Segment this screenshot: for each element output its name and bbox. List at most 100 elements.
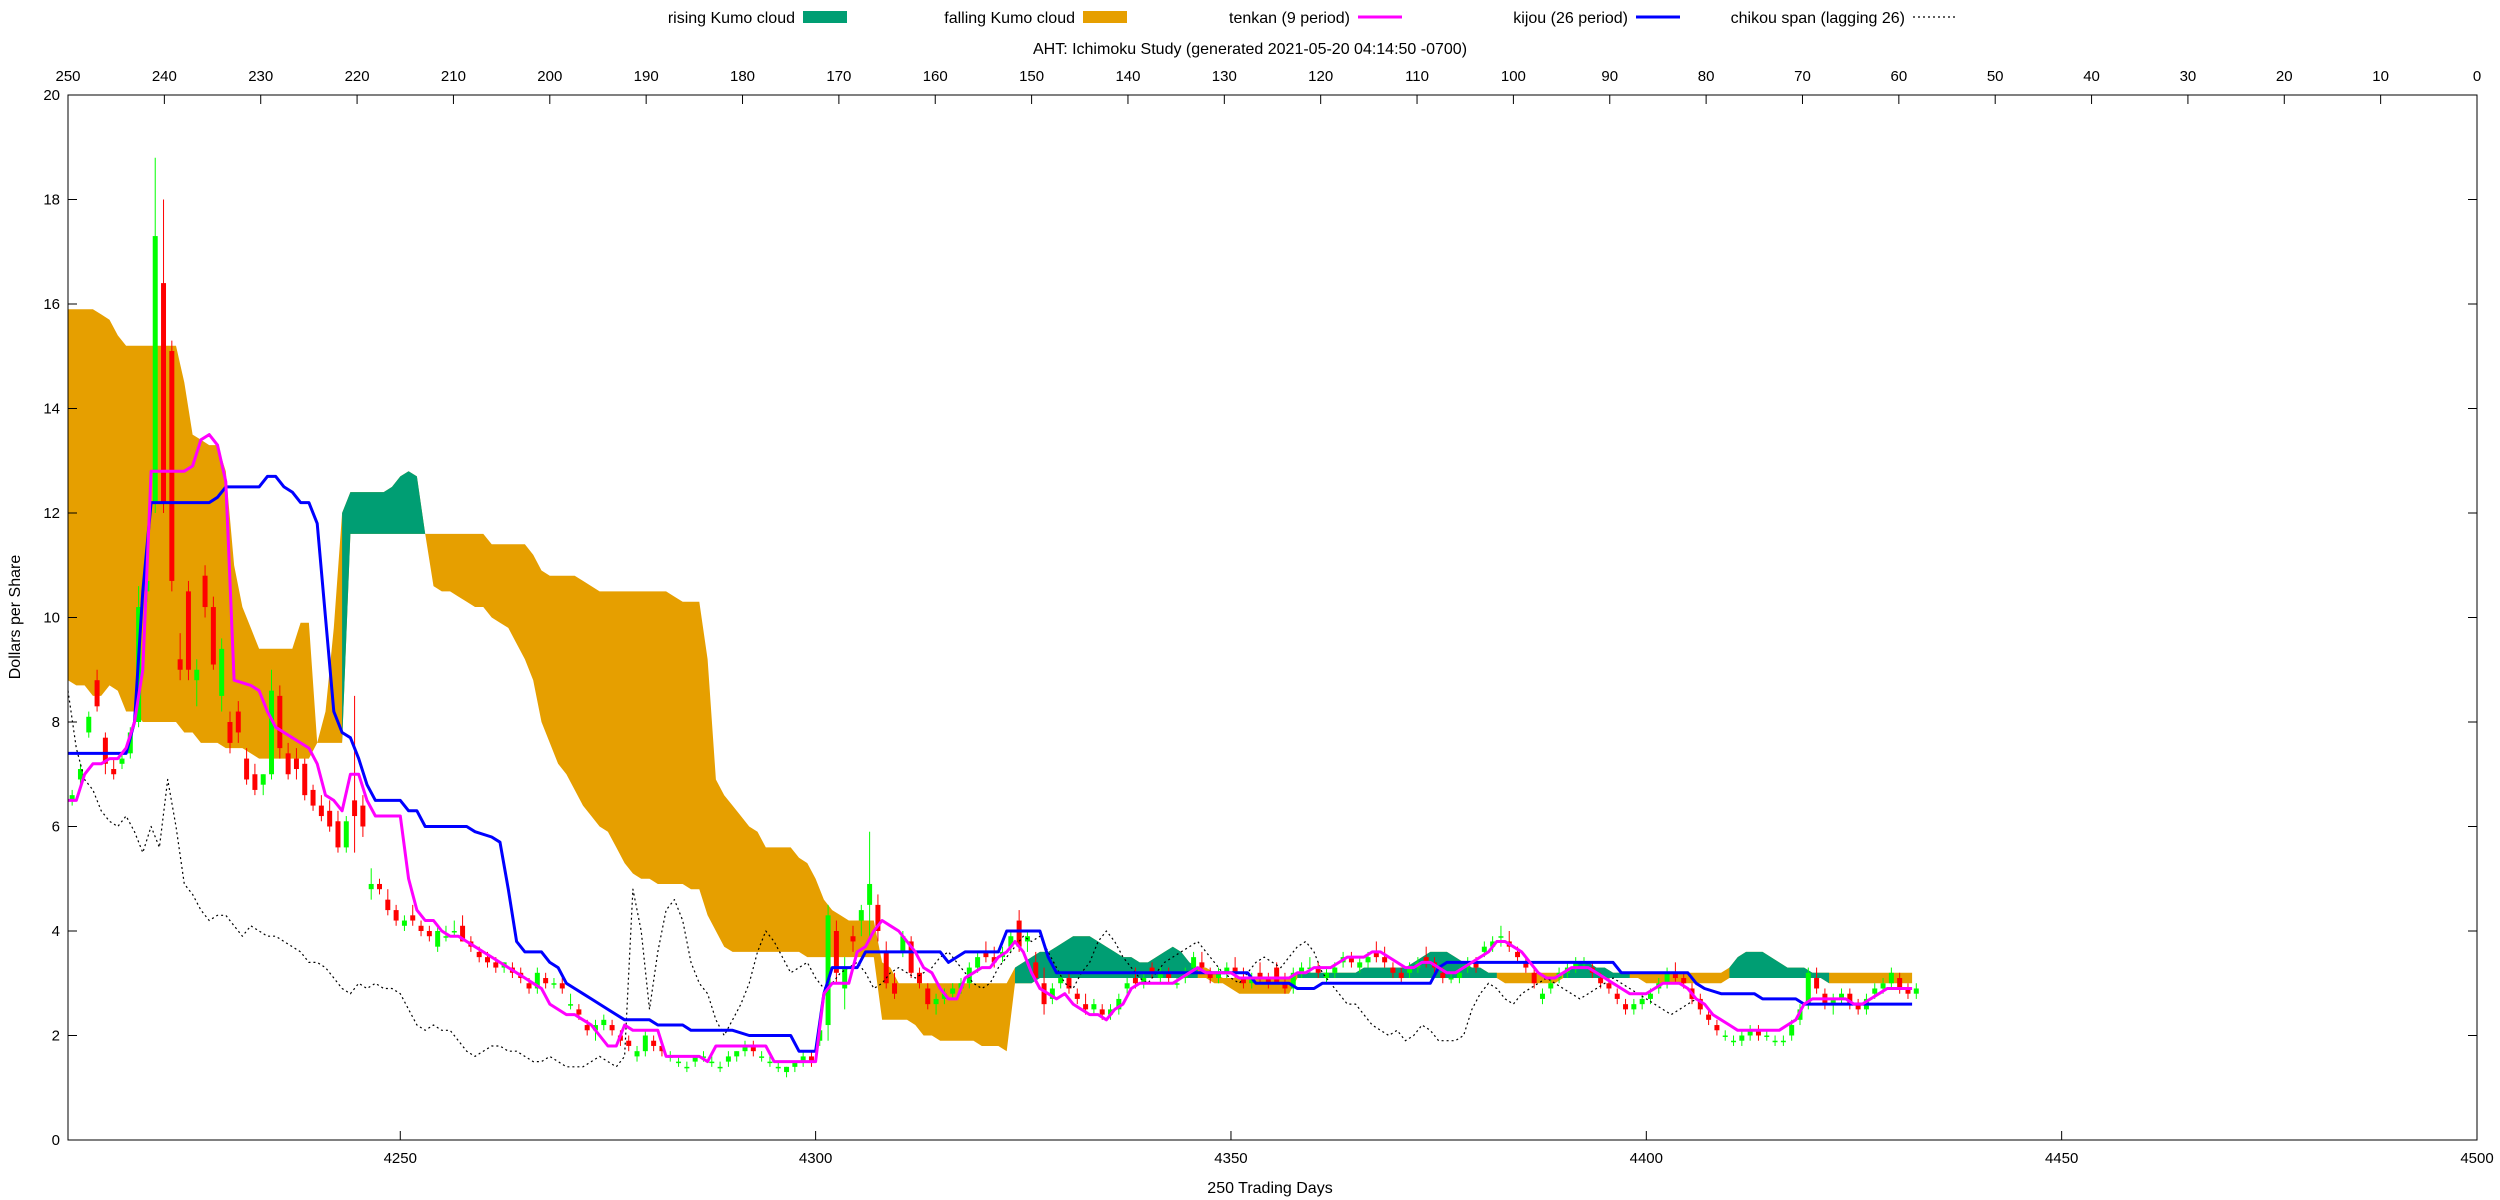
candle: [875, 894, 881, 942]
candle-down-body: [659, 1045, 665, 1052]
candle-up-body: [1091, 1004, 1097, 1010]
candle-up-body: [368, 883, 374, 890]
candle-up-body: [734, 1051, 740, 1057]
candle: [858, 904, 864, 937]
candle: [892, 972, 898, 999]
candle-up-body: [709, 1061, 715, 1064]
candle-down-body: [102, 737, 108, 764]
candle-up-body: [742, 1045, 748, 1052]
x2-tick-label: 220: [345, 68, 370, 85]
candle-up-body: [767, 1061, 773, 1064]
axes: 0 2 4 6 8 10 12 14 16 18 20 4250 4300 4350 4400 4450 450…: [43, 68, 2493, 1167]
candle-up-body: [1174, 983, 1180, 985]
candle-up-body: [867, 883, 873, 905]
y-tick-label: 16: [43, 296, 60, 313]
candle-down-body: [94, 680, 100, 707]
candle-up-body: [119, 758, 125, 764]
rising-kumo-cloud-5: [1729, 951, 1830, 984]
candle: [1124, 978, 1130, 994]
candle: [1216, 967, 1221, 984]
candle: [867, 831, 873, 942]
candle: [360, 795, 366, 837]
candle-down-body: [302, 763, 308, 796]
candle-down-body: [925, 988, 931, 1005]
candle: [451, 920, 457, 937]
candle-up-body: [1780, 1040, 1786, 1043]
candle: [1855, 998, 1861, 1015]
candle: [933, 993, 939, 1015]
candle-up-body: [1731, 1040, 1737, 1043]
candle: [950, 983, 956, 999]
candle-up-body: [1647, 993, 1653, 999]
candle: [1274, 962, 1280, 984]
candle: [1498, 925, 1504, 947]
candle-down-body: [244, 758, 250, 780]
candle-up-body: [1631, 1004, 1637, 1010]
candle: [1523, 957, 1529, 973]
candle-up-body: [1772, 1040, 1778, 1043]
candle-down-body: [327, 810, 333, 827]
candle-up-body: [1888, 972, 1894, 984]
candle: [1539, 988, 1545, 1005]
candle-down-body: [377, 883, 383, 890]
candle-down-body: [576, 1009, 582, 1015]
candle-up-body: [152, 236, 158, 503]
candle-up-body: [1872, 988, 1878, 994]
candle: [277, 685, 283, 759]
candle: [86, 711, 92, 738]
x-tick-label: 4300: [799, 1150, 832, 1167]
candle: [1141, 972, 1147, 989]
candle-down-body: [335, 821, 341, 848]
plot-area: [67, 157, 1919, 1078]
candle-down-body: [485, 957, 490, 963]
candle: [1731, 1035, 1737, 1046]
tenkan-line: [68, 433, 1913, 1064]
candle-down-body: [1099, 1009, 1105, 1015]
candle-up-body: [260, 774, 266, 785]
candle-down-body: [1423, 957, 1429, 963]
candle: [377, 878, 383, 895]
candle: [1706, 1009, 1712, 1026]
y-tick-label: 6: [52, 819, 60, 836]
candle-up-body: [443, 936, 449, 938]
candle-down-body: [202, 575, 208, 608]
candle: [750, 1040, 756, 1057]
candle: [1249, 972, 1255, 989]
candle-down-body: [1074, 993, 1080, 999]
candle: [343, 816, 349, 853]
x2-tick-label: 90: [1601, 68, 1618, 85]
candle-up-body: [1124, 983, 1130, 989]
candle-up-body: [1498, 936, 1504, 938]
candle: [111, 758, 117, 780]
candle-down-body: [252, 774, 258, 790]
candle-up-body: [1448, 978, 1454, 980]
candle-up-body: [676, 1061, 682, 1064]
candle-down-body: [1257, 972, 1263, 979]
candle-down-body: [1066, 978, 1072, 989]
candle: [1108, 1004, 1114, 1020]
candle-up-body: [1332, 967, 1338, 973]
candle-up-body: [950, 988, 956, 994]
candle-up-body: [1141, 978, 1147, 984]
candle-down-body: [493, 962, 499, 968]
candle-up-body: [692, 1056, 698, 1062]
legend-entry: chikou span (lagging 26): [1731, 10, 1957, 27]
candle-down-body: [1398, 972, 1404, 979]
candle-up-body: [1116, 998, 1122, 1010]
candle-up-body: [933, 998, 939, 1005]
x-tick-label: 4500: [2460, 1150, 2493, 1167]
y-tick-label: 20: [43, 87, 60, 104]
candle: [269, 669, 275, 780]
candle-up-body: [634, 1051, 640, 1057]
candle-up-body: [1108, 1009, 1114, 1015]
candle-up-body: [77, 769, 83, 780]
candle-up-body: [1639, 998, 1645, 1005]
candle-down-body: [609, 1025, 615, 1031]
candle-up-body: [717, 1066, 723, 1069]
candle-down-body: [1390, 967, 1396, 973]
candle-down-body: [1149, 967, 1155, 973]
legend-label: chikou span (lagging 26): [1731, 10, 1905, 27]
legend-label: kijou (26 period): [1513, 10, 1628, 27]
candle-up-body: [975, 957, 981, 968]
candle-up-body: [1664, 972, 1670, 984]
